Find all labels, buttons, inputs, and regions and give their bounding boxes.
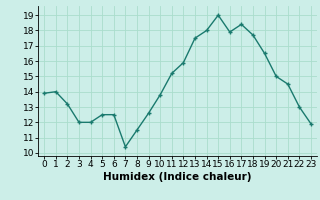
X-axis label: Humidex (Indice chaleur): Humidex (Indice chaleur) xyxy=(103,172,252,182)
